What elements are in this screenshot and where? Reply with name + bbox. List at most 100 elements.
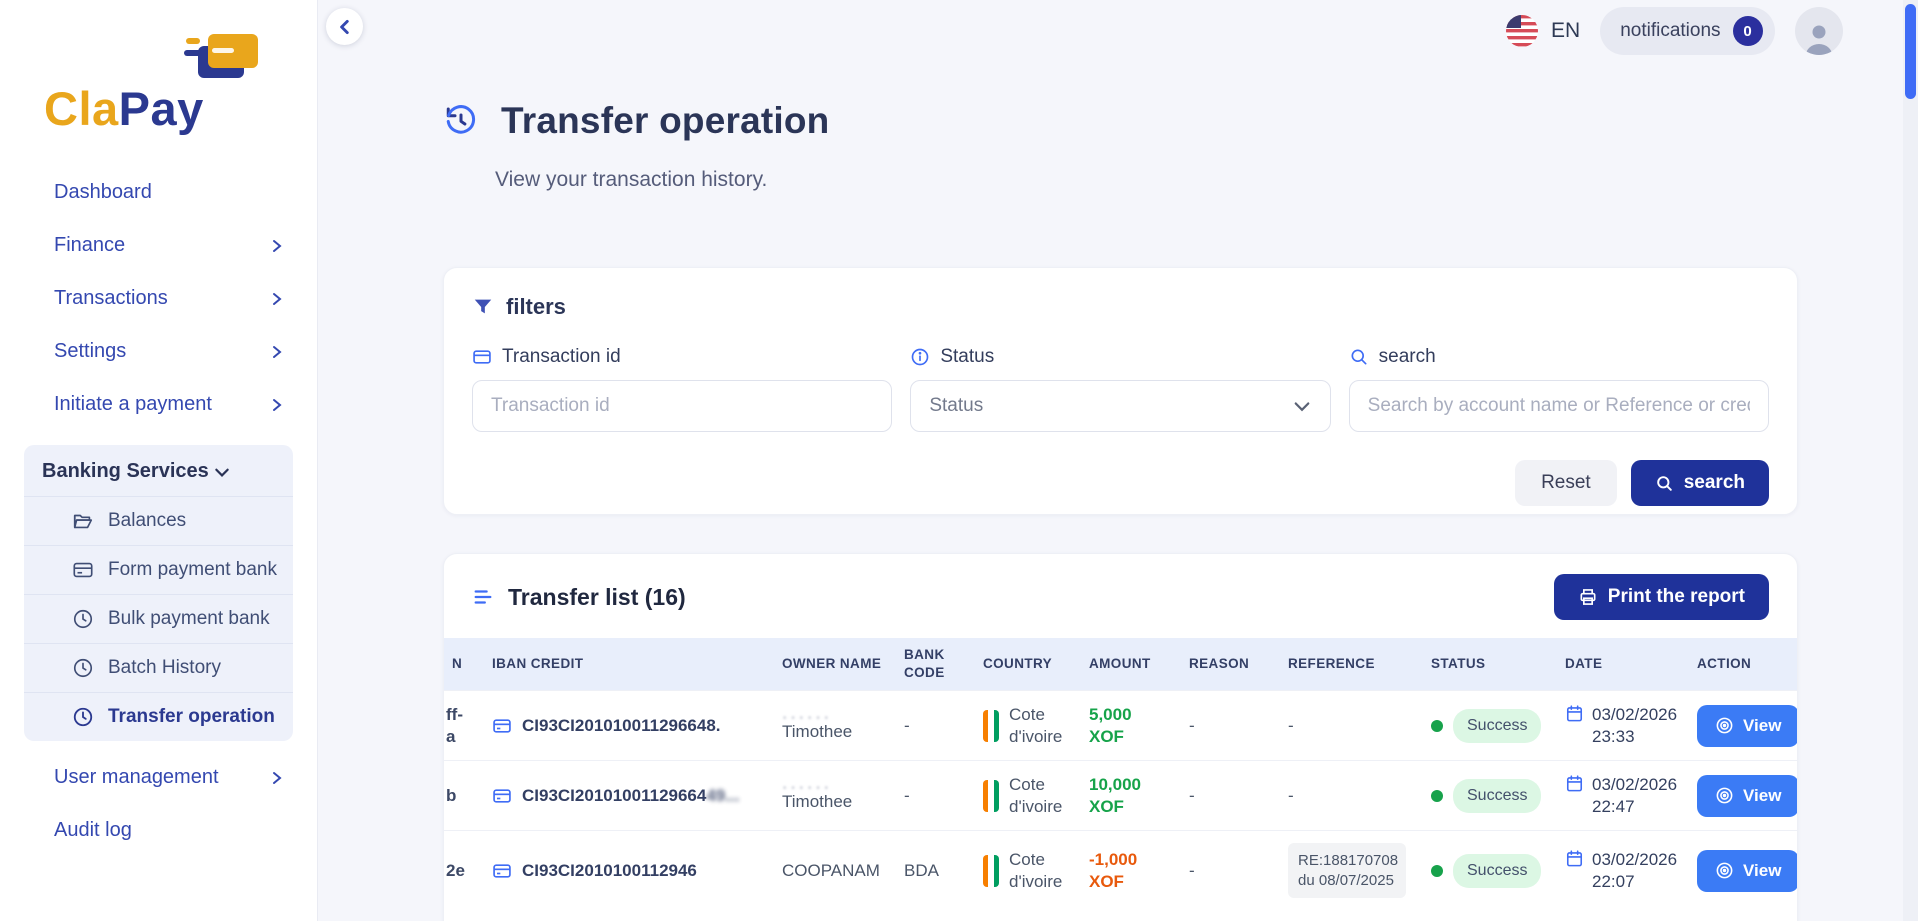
field-label-text: Transaction id xyxy=(502,346,621,367)
amount-cell: -1,000 XOF xyxy=(1089,849,1138,891)
us-flag-icon xyxy=(1506,15,1538,47)
date-cell: 03/02/2026 23:33 xyxy=(1557,692,1689,760)
sidebar-item-label: Balances xyxy=(108,510,187,531)
page-title: Transfer operation xyxy=(501,100,830,141)
logo-text: ClaPay xyxy=(44,81,204,136)
action-cell: View xyxy=(1689,693,1797,759)
filters-heading-label: filters xyxy=(506,294,566,319)
sidebar-item-transactions[interactable]: Transactions xyxy=(0,272,317,325)
main-content: Transfer operation View your transaction… xyxy=(318,0,1918,921)
transfer-list-card: Transfer list (16) Print the report N IB… xyxy=(443,553,1798,921)
eye-icon xyxy=(1716,863,1733,879)
sidebar-group-banking-services[interactable]: Banking Services xyxy=(24,445,293,496)
bank-code-cell: BDA xyxy=(904,860,939,880)
search-field: search xyxy=(1348,346,1769,432)
sidebar-item-label: Initiate a payment xyxy=(54,393,212,415)
sidebar-item-balances[interactable]: Balances xyxy=(24,496,293,545)
field-label-text: search xyxy=(1378,346,1436,367)
chevron-right-icon xyxy=(273,398,282,411)
iban-credit-cell: CI93CI2010100112966449... xyxy=(484,773,774,819)
status-cell: Success xyxy=(1423,842,1557,901)
user-avatar[interactable] xyxy=(1794,7,1843,55)
printer-icon xyxy=(1580,589,1596,605)
column-header-reference: REFERENCE xyxy=(1288,656,1375,672)
reference-cell: - xyxy=(1288,715,1294,735)
language-switcher[interactable]: EN xyxy=(1505,14,1580,48)
status-select-value: Status xyxy=(929,395,984,416)
sidebar-item-audit-log[interactable]: Audit log xyxy=(0,804,317,857)
folder-open-icon xyxy=(73,514,93,529)
sidebar-item-label: Transactions xyxy=(54,287,168,309)
view-button-label: View xyxy=(1743,785,1782,805)
banking-services-section: Banking Services Balances Form payment b… xyxy=(24,445,293,741)
view-button[interactable]: View xyxy=(1697,704,1797,747)
amount-cell: 10,000 XOF xyxy=(1089,774,1141,816)
view-button[interactable]: View xyxy=(1697,774,1797,817)
page-scrollbar[interactable] xyxy=(1903,0,1918,921)
sidebar-item-batch-history[interactable]: Batch History xyxy=(24,643,293,692)
cote-divoire-flag-icon xyxy=(983,779,999,812)
sidebar-item-dashboard[interactable]: Dashboard xyxy=(0,166,317,219)
credit-card-icon xyxy=(73,562,93,578)
status-cell: Success xyxy=(1423,767,1557,826)
country-cell: Cote d'ivoire xyxy=(975,837,1081,905)
clapay-logo[interactable]: ClaPay xyxy=(44,26,274,136)
logo-card-icon xyxy=(184,34,258,78)
table-row: b CI93CI2010100112966449... ······ Timoth… xyxy=(444,760,1797,831)
print-report-button[interactable]: Print the report xyxy=(1553,574,1769,620)
sidebar-item-label: Dashboard xyxy=(54,181,152,203)
transfer-list-header: Transfer list (16) Print the report xyxy=(444,574,1797,638)
country-cell: Cote d'ivoire xyxy=(975,762,1081,830)
transaction-id-field: Transaction id xyxy=(472,346,893,432)
sidebar-item-settings[interactable]: Settings xyxy=(0,325,317,378)
logo-part-pay: Pay xyxy=(118,82,204,135)
status-badge: Success xyxy=(1453,708,1542,744)
sidebar-item-finance[interactable]: Finance xyxy=(0,219,317,272)
table-row: 2e CI93CI2010100112946 COOPANAM BDA Cote… xyxy=(444,830,1797,911)
calendar-icon xyxy=(1566,775,1583,792)
notifications-button[interactable]: notifications 0 xyxy=(1600,7,1775,55)
scrollbar-thumb[interactable] xyxy=(1905,4,1916,99)
chevron-right-icon xyxy=(273,345,282,358)
chevron-right-icon xyxy=(273,239,282,252)
sidebar-item-label: Batch History xyxy=(108,657,221,678)
owner-name-cell: COOPANAM xyxy=(782,860,880,880)
search-button-label: search xyxy=(1683,472,1745,493)
status-dot xyxy=(1431,789,1443,802)
history-icon xyxy=(446,105,476,134)
sidebar-item-user-management[interactable]: User management xyxy=(0,751,317,804)
search-button[interactable]: search xyxy=(1630,460,1769,506)
column-header-iban-credit: IBAN CREDIT xyxy=(492,656,584,672)
banking-services-label: Banking Services xyxy=(42,460,209,482)
view-button[interactable]: View xyxy=(1697,849,1797,892)
reset-button[interactable]: Reset xyxy=(1515,460,1617,506)
sidebar-item-form-payment-bank[interactable]: Form payment bank xyxy=(24,545,293,594)
iban-credit-cell: CI93CI2010100112946 xyxy=(484,848,774,894)
status-badge: Success xyxy=(1453,778,1542,814)
column-header-action: ACTION xyxy=(1697,656,1752,672)
notifications-count-badge: 0 xyxy=(1732,16,1763,46)
sidebar-item-transfer-operation[interactable]: Transfer operation xyxy=(24,692,293,741)
search-input[interactable] xyxy=(1348,380,1769,432)
credit-card-icon xyxy=(493,789,511,803)
transaction-id-input[interactable] xyxy=(472,380,893,432)
row-fragment: ff-a xyxy=(446,704,463,746)
list-icon xyxy=(474,590,492,604)
sidebar-item-initiate-payment[interactable]: Initiate a payment xyxy=(0,378,317,431)
status-dot xyxy=(1431,864,1443,877)
iban-credit-cell: CI93CI201010011296648. xyxy=(484,703,774,749)
calendar-icon xyxy=(1566,850,1583,867)
cote-divoire-flag-icon xyxy=(983,709,999,742)
sidebar-item-bulk-payment-bank[interactable]: Bulk payment bank xyxy=(24,594,293,643)
status-select[interactable]: Status xyxy=(910,380,1331,432)
sidebar-collapse-button[interactable] xyxy=(326,8,363,45)
sidebar-item-label: Audit log xyxy=(54,819,132,841)
reason-cell: - xyxy=(1189,860,1195,880)
clock-icon xyxy=(73,658,93,678)
sidebar-item-label: Form payment bank xyxy=(108,559,277,580)
filters-card: filters Transaction id Status S xyxy=(443,267,1798,515)
sidebar-item-label: Settings xyxy=(54,340,127,362)
column-header-amount: AMOUNT xyxy=(1089,656,1151,672)
chevron-down-icon xyxy=(215,468,229,477)
